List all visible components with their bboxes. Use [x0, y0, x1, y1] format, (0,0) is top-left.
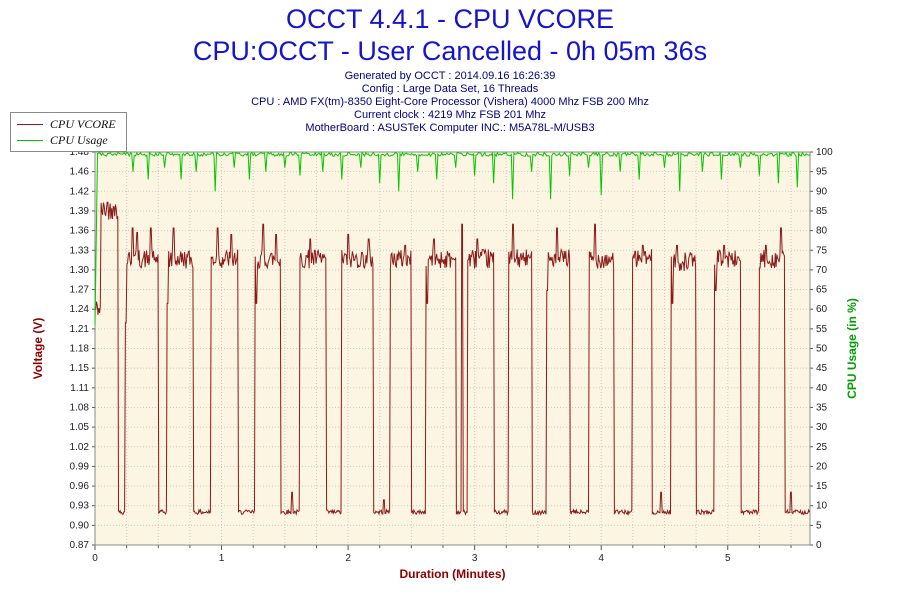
svg-text:1.15: 1.15 [70, 363, 90, 374]
svg-text:80: 80 [816, 226, 828, 237]
svg-text:90: 90 [816, 186, 828, 197]
svg-text:1.21: 1.21 [70, 324, 90, 335]
svg-text:55: 55 [816, 324, 828, 335]
svg-text:1.08: 1.08 [70, 402, 90, 413]
svg-text:95: 95 [816, 167, 828, 178]
svg-text:30: 30 [816, 422, 828, 433]
legend-item-usage: CPU Usage [17, 132, 116, 148]
svg-text:3: 3 [472, 553, 478, 564]
svg-text:1.05: 1.05 [70, 422, 90, 433]
svg-text:70: 70 [816, 265, 828, 276]
info-generated: Generated by OCCT : 2014.09.16 16:26:39 [344, 70, 556, 82]
svg-text:0.96: 0.96 [70, 481, 90, 492]
svg-text:0.90: 0.90 [70, 520, 90, 531]
svg-text:0.93: 0.93 [70, 501, 90, 512]
chart-subtitle: CPU:OCCT - User Cancelled - 0h 05m 36s [192, 36, 708, 66]
svg-text:100: 100 [816, 147, 833, 158]
legend-label-usage: CPU Usage [50, 132, 108, 147]
svg-text:4: 4 [598, 553, 604, 564]
usage-line-swatch [17, 139, 43, 141]
svg-text:1.30: 1.30 [70, 265, 90, 276]
svg-text:1.27: 1.27 [70, 285, 90, 296]
info-cpu: CPU : AMD FX(tm)-8350 Eight-Core Process… [251, 96, 649, 108]
svg-text:CPU Usage (in %): CPU Usage (in %) [845, 298, 859, 399]
svg-text:1: 1 [219, 553, 225, 564]
info-motherboard: MotherBoard : ASUSTeK Computer INC.: M5A… [305, 122, 595, 134]
svg-text:10: 10 [816, 501, 828, 512]
svg-text:Duration (Minutes): Duration (Minutes) [400, 567, 506, 581]
svg-text:1.36: 1.36 [70, 226, 90, 237]
svg-text:45: 45 [816, 363, 828, 374]
svg-text:0: 0 [92, 553, 98, 564]
svg-text:1.48: 1.48 [70, 147, 90, 158]
svg-text:1.33: 1.33 [70, 245, 90, 256]
chart-title: OCCT 4.4.1 - CPU VCORE [285, 4, 615, 34]
vcore-line-swatch [17, 123, 43, 125]
svg-text:1.11: 1.11 [70, 383, 89, 394]
svg-text:0: 0 [816, 540, 822, 551]
svg-text:75: 75 [816, 245, 828, 256]
svg-text:Voltage (V): Voltage (V) [31, 318, 45, 380]
svg-text:60: 60 [816, 304, 828, 315]
chart-info-block: Generated by OCCT : 2014.09.16 16:26:39 … [0, 70, 900, 135]
svg-text:1.18: 1.18 [70, 344, 90, 355]
svg-text:5: 5 [816, 520, 822, 531]
svg-text:2: 2 [345, 553, 351, 564]
chart-legend: CPU VCORE CPU Usage [10, 112, 127, 152]
svg-text:40: 40 [816, 383, 828, 394]
svg-text:0.87: 0.87 [70, 540, 90, 551]
svg-text:1.39: 1.39 [70, 206, 90, 217]
svg-text:35: 35 [816, 402, 828, 413]
svg-text:0.99: 0.99 [70, 461, 90, 472]
svg-text:50: 50 [816, 344, 828, 355]
svg-text:1.46: 1.46 [70, 167, 90, 178]
info-clock: Current clock : 4219 Mhz FSB 201 Mhz [354, 109, 546, 121]
svg-text:85: 85 [816, 206, 828, 217]
legend-label-vcore: CPU VCORE [50, 116, 116, 131]
svg-text:1.24: 1.24 [70, 304, 90, 315]
svg-text:1.42: 1.42 [70, 186, 90, 197]
svg-text:1.02: 1.02 [70, 442, 90, 453]
svg-text:5: 5 [725, 553, 731, 564]
info-config: Config : Large Data Set, 16 Threads [361, 83, 539, 95]
svg-text:65: 65 [816, 285, 828, 296]
legend-item-vcore: CPU VCORE [17, 116, 116, 132]
svg-text:15: 15 [816, 481, 828, 492]
svg-text:25: 25 [816, 442, 828, 453]
svg-text:20: 20 [816, 461, 828, 472]
